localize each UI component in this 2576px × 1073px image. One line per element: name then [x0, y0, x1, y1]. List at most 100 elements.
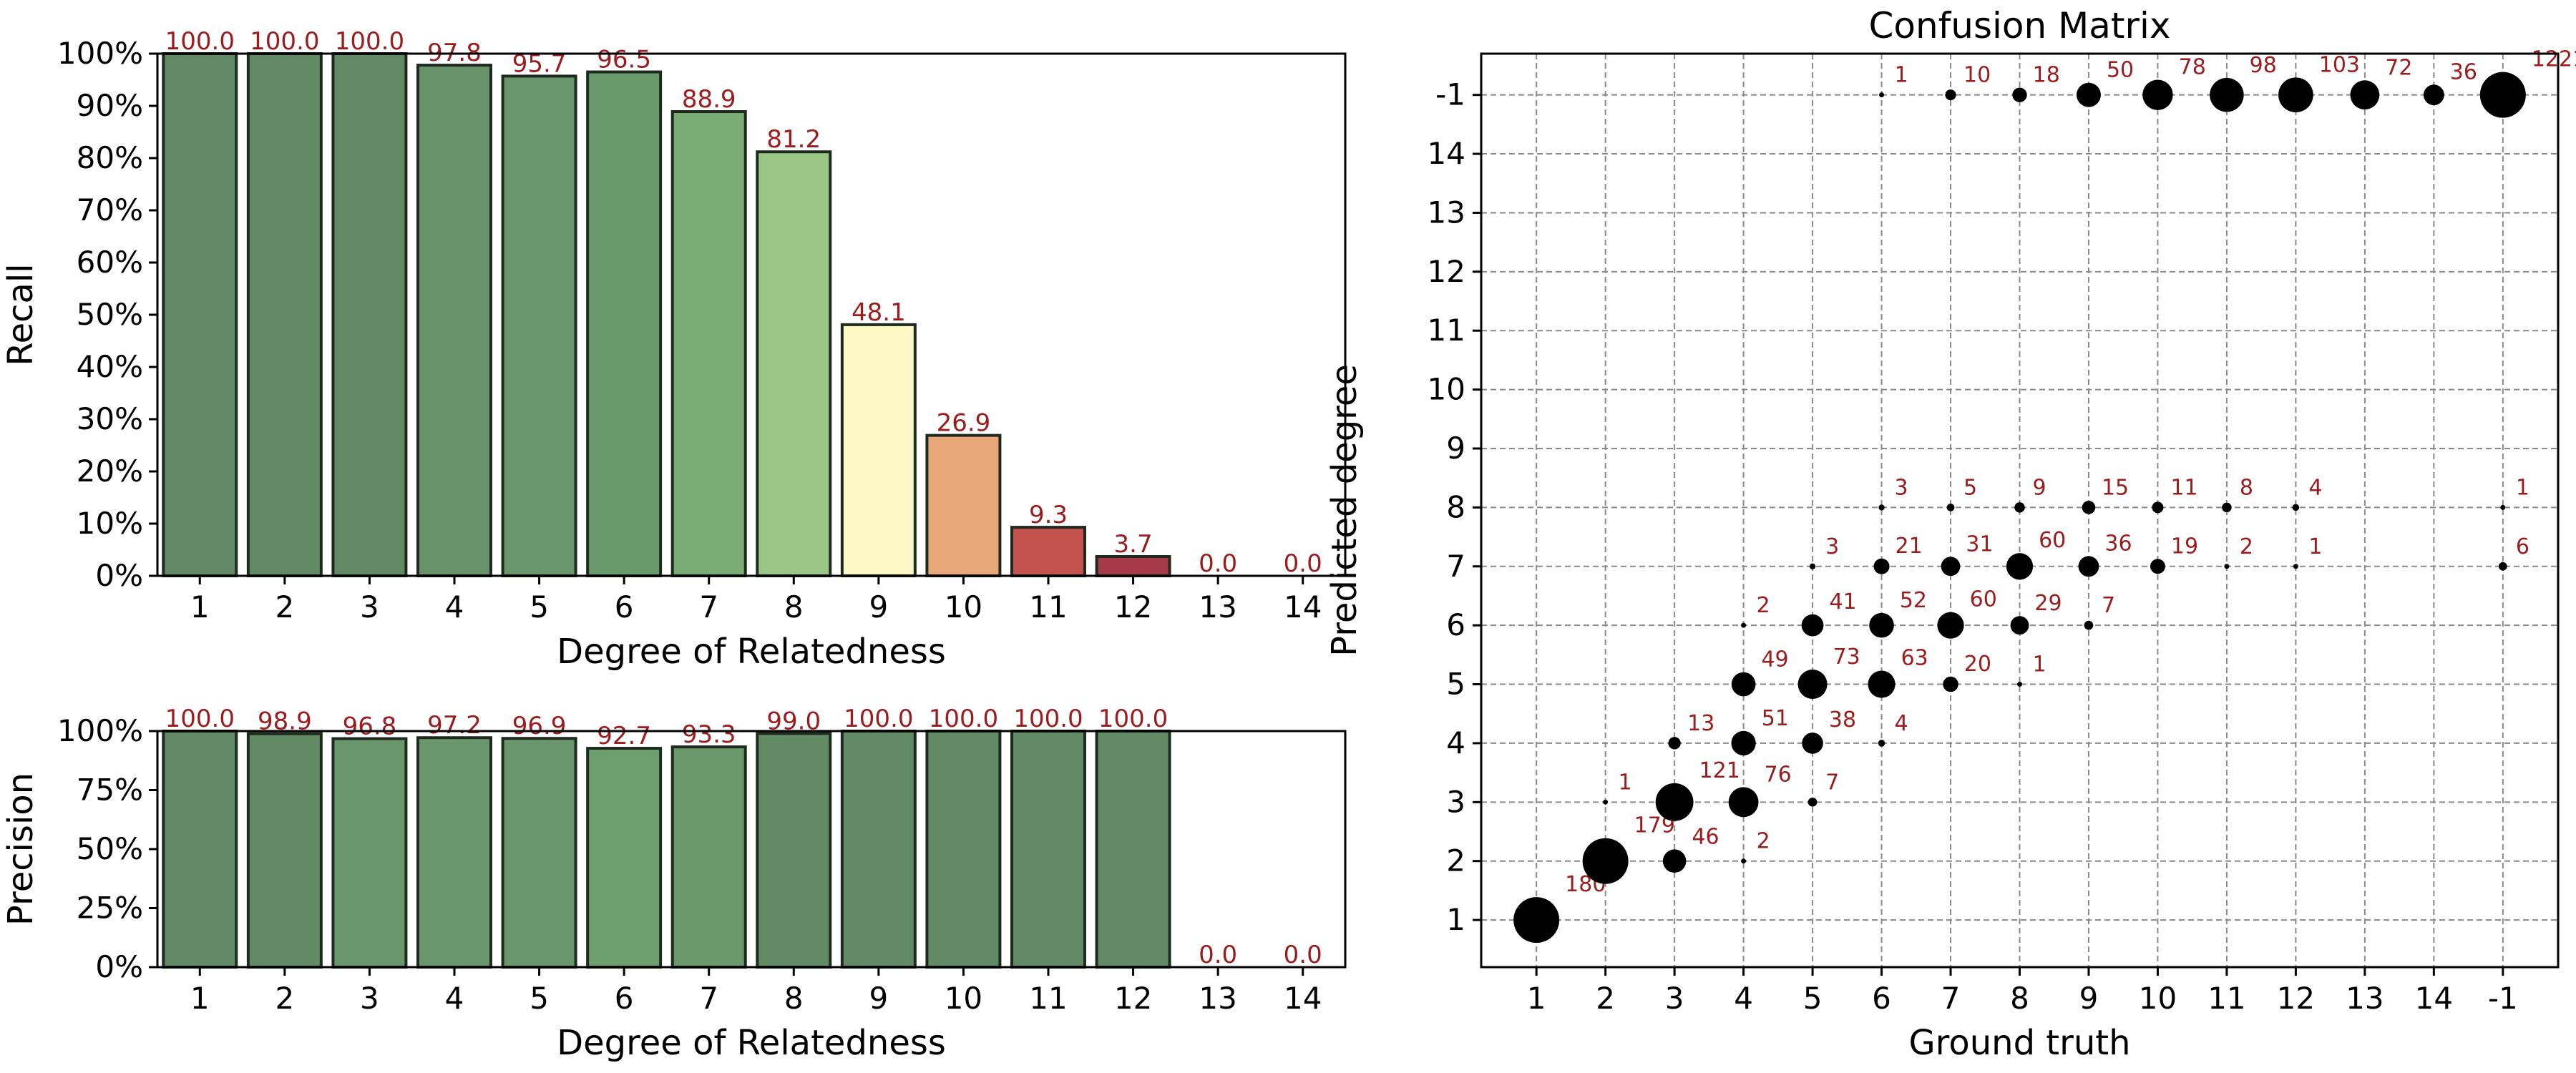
bar-2	[246, 52, 323, 577]
confusion-count-label: 36	[2104, 531, 2132, 556]
y-tick-label: 1	[1446, 902, 1465, 937]
x-tick-label: 3	[360, 589, 379, 624]
x-tick-label: 4	[1734, 981, 1753, 1016]
x-tick-label: 13	[1199, 589, 1236, 624]
bar-value-label: 96.9	[512, 712, 567, 740]
y-tick-label: 20%	[77, 454, 143, 489]
bar-10	[925, 730, 1002, 969]
bar-value-label: 96.5	[597, 46, 651, 74]
y-tick-label: 7	[1446, 549, 1465, 584]
confusion-bubble	[1662, 849, 1687, 873]
y-tick-label: 10%	[77, 506, 143, 541]
bar-value-label: 9.3	[1029, 501, 1068, 529]
bar-10	[925, 433, 1002, 577]
confusion-count-label: 3	[1825, 534, 1839, 559]
x-tick-label: 11	[1029, 589, 1067, 624]
confusion-bubble	[2142, 79, 2173, 110]
y-tick-label: 9	[1446, 431, 1465, 466]
bar-8	[756, 150, 832, 578]
bar-value-label: 92.7	[597, 722, 651, 750]
confusion-bubble	[1878, 740, 1885, 747]
bar-value-label: 88.9	[682, 85, 736, 114]
confusion-bubble	[2010, 616, 2029, 635]
bar-value-label: 100.0	[250, 27, 319, 56]
x-tick-label: 9	[869, 589, 888, 624]
x-tick-label: 2	[275, 981, 294, 1016]
bar-5	[501, 74, 577, 577]
confusion-bubble	[2210, 77, 2244, 112]
bar-value-label: 26.9	[937, 409, 991, 438]
x-tick-label: 13	[1199, 981, 1236, 1016]
bar-value-label: 100.0	[335, 27, 404, 56]
confusion-bubble	[1945, 89, 1956, 101]
confusion-count-label: 121	[1699, 758, 1740, 783]
bar-4	[416, 64, 492, 577]
y-tick-label: 25%	[77, 891, 143, 926]
confusion-bubble	[2423, 84, 2444, 106]
confusion-count-label: 5	[1963, 475, 1977, 500]
x-tick-label: 11	[1029, 981, 1067, 1016]
bar-3	[331, 52, 408, 577]
bar-6	[586, 747, 663, 969]
bar-value-label: 100.0	[165, 27, 235, 56]
confusion-bubble	[2077, 82, 2101, 107]
recall-chart: 0%10%20%30%40%50%60%70%80%90%100% 100.011…	[1, 27, 1347, 672]
confusion-bubble	[1668, 737, 1681, 750]
x-axis-label: Degree of Relatedness	[557, 632, 946, 672]
confusion-count-label: 8	[2240, 475, 2253, 500]
confusion-bubble	[2082, 501, 2096, 514]
confusion-count-label: 76	[1765, 762, 1792, 787]
x-tick-label: 3	[1665, 981, 1684, 1016]
confusion-count-label: 63	[1901, 645, 1928, 670]
x-tick-label: 10	[2139, 981, 2177, 1016]
bar-value-label: 0.0	[1284, 941, 1322, 969]
bar-11	[1010, 526, 1086, 577]
y-tick-label: 2	[1446, 843, 1465, 878]
bar-value-label: 100.0	[929, 705, 998, 733]
confusion-bubble	[1741, 622, 1747, 628]
confusion-count-label: 51	[1762, 706, 1789, 731]
confusion-count-label: 72	[2385, 55, 2412, 80]
x-tick-label: 14	[1284, 981, 1322, 1016]
confusion-count-label: 13	[1687, 711, 1714, 736]
y-tick-label: 0%	[95, 949, 143, 984]
x-tick-label: 14	[2415, 981, 2453, 1016]
axes-frame	[156, 730, 1347, 969]
x-tick-label: 6	[615, 981, 634, 1016]
bar-5	[501, 737, 577, 969]
bar-2	[246, 732, 323, 969]
confusion-bubble	[2293, 564, 2298, 569]
bar-value-label: 3.7	[1114, 530, 1153, 559]
confusion-bubble	[1802, 733, 1823, 754]
y-tick-label: 13	[1428, 195, 1465, 230]
x-tick-label: 4	[445, 589, 464, 624]
confusion-count-label: 19	[2171, 534, 2198, 559]
confusion-bubble	[2498, 562, 2507, 571]
confusion-bubble	[2014, 502, 2025, 513]
confusion-bubble	[1937, 612, 1964, 639]
confusion-bubble	[2224, 564, 2230, 569]
x-tick-label: 13	[2346, 981, 2384, 1016]
y-tick-label: 50%	[77, 831, 143, 866]
chart-title: Confusion Matrix	[1868, 5, 2170, 46]
y-tick-label: 10	[1428, 372, 1465, 407]
confusion-count-label: 3	[1895, 475, 1908, 500]
y-axis-label: Recall	[1, 263, 41, 366]
bar-1	[162, 52, 238, 577]
confusion-count-label: 11	[2170, 475, 2197, 500]
x-tick-label: 7	[699, 589, 718, 624]
x-tick-label: 9	[2079, 981, 2099, 1016]
confusion-matrix-chart: 1 2 3 4 5 6 7 8 9 10 11 12 13 14 -11234567891011121314…	[1324, 5, 2576, 1063]
y-axis-label: Precision	[1, 773, 41, 926]
confusion-count-label: 31	[1966, 531, 1993, 557]
x-tick-label: 6	[615, 589, 634, 624]
bar-12	[1095, 730, 1171, 969]
x-tick-label: 1	[190, 589, 210, 624]
x-tick-label: 14	[1284, 589, 1322, 624]
x-tick-label: 12	[2277, 981, 2315, 1016]
x-axis-label: Ground truth	[1908, 1023, 2130, 1063]
confusion-count-label: 1	[2516, 475, 2529, 500]
bar-value-label: 100.0	[1098, 705, 1168, 733]
confusion-count-label: 15	[2102, 475, 2129, 500]
